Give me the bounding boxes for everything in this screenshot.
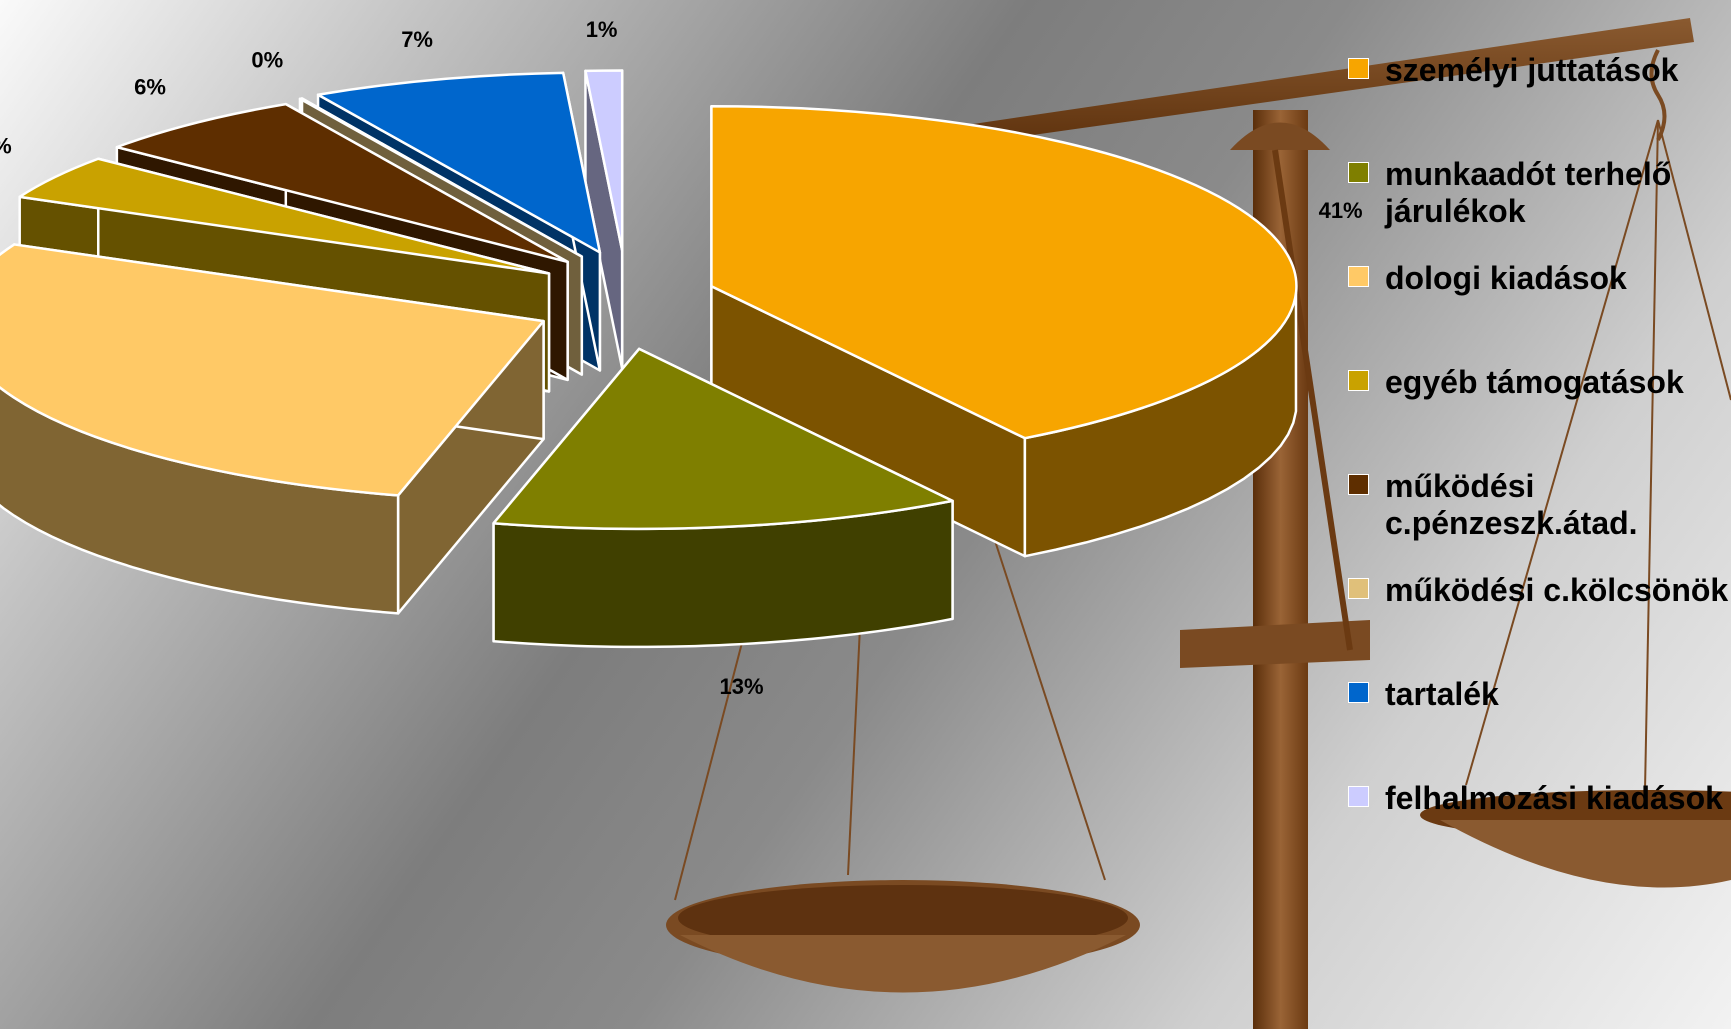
scale-base-arm xyxy=(1180,620,1370,668)
legend-label: felhalmozási kiadások xyxy=(1385,780,1723,816)
legend-swatch xyxy=(1348,58,1369,79)
legend-label: személyi juttatások xyxy=(1385,52,1679,88)
legend-swatch xyxy=(1348,682,1369,703)
pie-data-label: 0% xyxy=(251,48,283,73)
pie-slice xyxy=(492,347,954,649)
pie-slices xyxy=(0,69,1298,649)
left-pan-inner xyxy=(678,885,1128,951)
legend-label: működési c.kölcsönök xyxy=(1385,572,1729,608)
right-pan-bowl xyxy=(1440,820,1731,888)
legend-item-mukodesi-kolcsonok: működési c.kölcsönök xyxy=(1348,572,1730,609)
right-pan-string xyxy=(1657,119,1731,401)
legend-swatch xyxy=(1348,474,1369,495)
scale-beam xyxy=(865,18,1694,158)
balance-scale-icon xyxy=(666,18,1731,1029)
left-pan-string xyxy=(984,509,1106,881)
pie-data-label: 41% xyxy=(1319,198,1363,223)
pie-slice xyxy=(0,243,545,615)
legend-item-mukodesi-penzeszk: működési c.pénzeszk.átad. xyxy=(1348,468,1730,542)
legend-swatch xyxy=(1348,162,1369,183)
legend-label: egyéb támogatások xyxy=(1385,364,1684,400)
legend-label: működési c.pénzeszk.átad. xyxy=(1385,468,1638,541)
pie-data-label: 6% xyxy=(134,75,166,100)
pie-data-label: 4% xyxy=(0,133,12,158)
legend-item-dologi: dologi kiadások xyxy=(1348,260,1730,297)
pie-data-label: 1% xyxy=(586,17,618,42)
scale-brace xyxy=(1272,149,1353,651)
legend-item-munkaadot: munkaadót terhelő járulékok xyxy=(1348,156,1730,230)
legend-item-felhalmozasi: felhalmozási kiadások xyxy=(1348,780,1730,817)
legend-label: munkaadót terhelő járulékok xyxy=(1385,156,1672,229)
legend-swatch xyxy=(1348,578,1369,599)
legend-swatch xyxy=(1348,370,1369,391)
legend-swatch xyxy=(1348,786,1369,807)
pie-data-label: 13% xyxy=(720,674,764,699)
legend-label: tartalék xyxy=(1385,676,1499,712)
legend-item-tartalek: tartalék xyxy=(1348,676,1730,713)
pie-data-label: 7% xyxy=(401,27,433,52)
legend-item-szemelyi: személyi juttatások xyxy=(1348,52,1730,89)
pie-slice xyxy=(584,69,624,370)
right-pan-string xyxy=(1644,119,1659,791)
right-pan-hook xyxy=(1649,49,1667,141)
left-pan-bowl xyxy=(680,935,1126,993)
scale-pivot xyxy=(1230,122,1330,150)
right-pan-string xyxy=(1465,119,1659,786)
pie-slice xyxy=(710,104,1298,558)
legend-label: dologi kiadások xyxy=(1385,260,1627,296)
legend-swatch xyxy=(1348,266,1369,287)
legend-item-egyeb: egyéb támogatások xyxy=(1348,364,1730,401)
